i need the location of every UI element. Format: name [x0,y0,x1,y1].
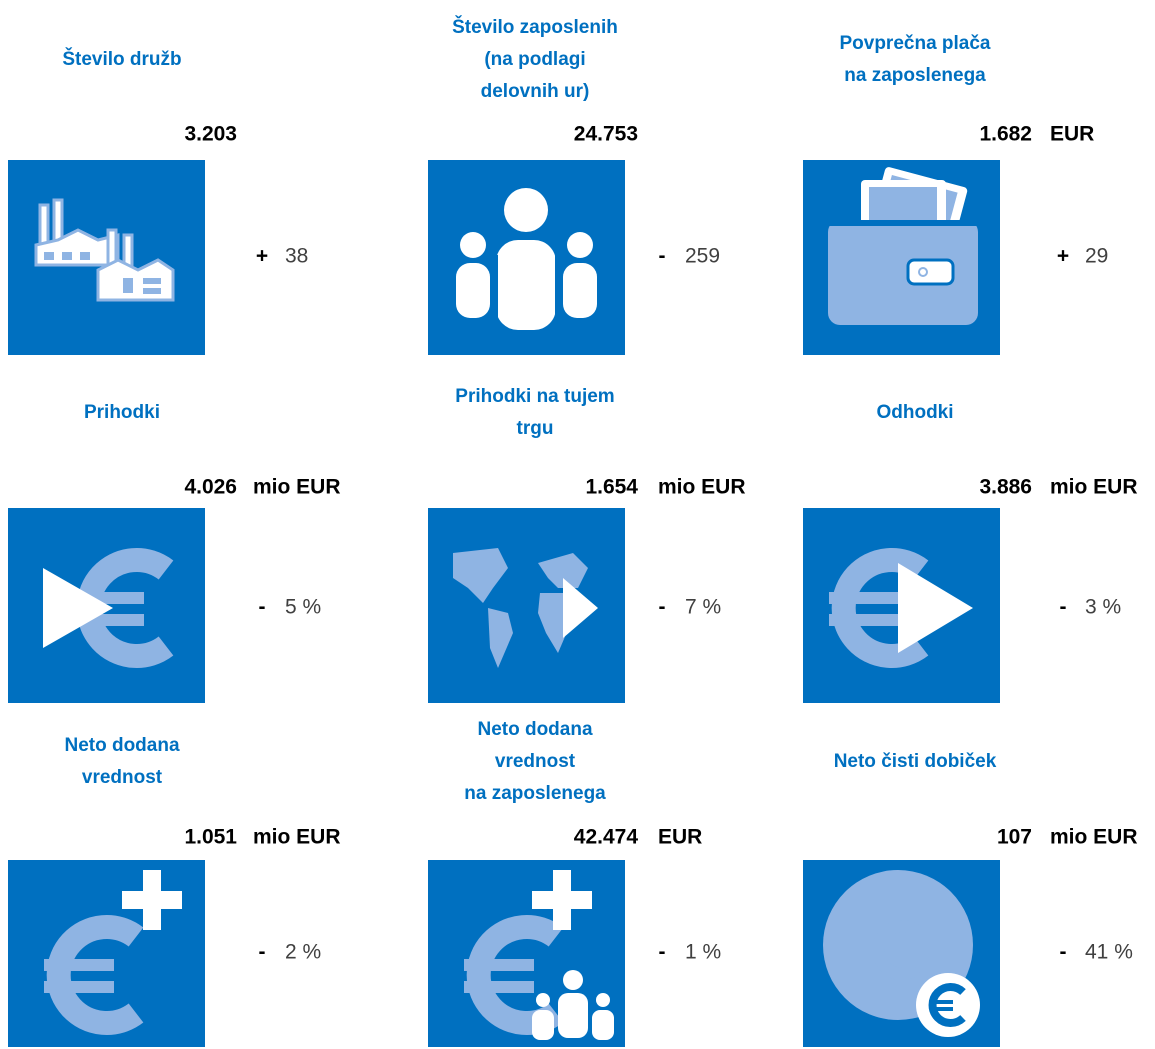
tile-value: 3.203 [184,123,237,146]
tile-change: 3 % [1085,596,1121,619]
tile-title: Prihodki na tujem [455,386,614,407]
tile-value: 4.026 [184,476,237,499]
tile-change: 38 [285,245,308,268]
tile-unit: mio EUR [658,476,746,499]
tile-change-sign: - [659,941,666,964]
icon-foreign-revenue [428,508,625,703]
icon-companies [8,160,205,355]
tile-change: 5 % [285,596,321,619]
tile-change-sign: - [259,596,266,619]
icon-expenses [803,508,1000,703]
tile-change-sign: - [1060,596,1067,619]
tile-title: Prihodki [84,402,160,423]
tile-value: 1.051 [184,826,237,849]
tile-title: Odhodki [876,402,953,423]
tile-value: 1.682 [979,123,1032,146]
tile-change: 2 % [285,941,321,964]
tile-change: 29 [1085,245,1108,268]
tile-title: vrednost [82,767,163,788]
icon-profit [803,860,1000,1047]
tile-change: 1 % [685,941,721,964]
icon-employees [428,160,625,355]
tile-unit: mio EUR [253,476,341,499]
tile-value: 1.654 [585,476,638,499]
tile-unit: mio EUR [253,826,341,849]
tile-title: vrednost [495,751,576,772]
icon-value-added [8,860,205,1047]
tile-value: 24.753 [574,123,638,146]
tile-title: Število zaposlenih [452,16,618,38]
icon-value-added-employee [428,860,625,1047]
tile-title: Povprečna plača [839,33,990,54]
tile-title: na zaposlenega [844,65,986,86]
icon-wage [803,160,1000,355]
tile-change-sign: + [256,245,268,268]
tile-change-sign: - [659,596,666,619]
tile-title: Neto čisti dobiček [834,751,997,772]
tile-unit: EUR [1050,123,1094,146]
tile-title: (na podlagi [484,49,585,70]
tile-value: 42.474 [574,826,639,849]
tile-unit: mio EUR [1050,826,1138,849]
tile-title: Neto dodana [477,719,592,740]
tile-change-sign: + [1057,245,1069,268]
tile-title: delovnih ur) [481,81,590,102]
tile-unit: mio EUR [1050,476,1138,499]
tile-change-sign: - [1060,941,1067,964]
tile-unit: EUR [658,826,702,849]
icon-revenue [8,508,205,703]
tile-value: 107 [997,826,1032,849]
tile-change-sign: - [659,245,666,268]
tile-title: Neto dodana [64,735,179,756]
tile-change: 41 % [1085,941,1133,964]
tile-change: 259 [685,245,720,268]
tile-title: trgu [517,418,554,439]
tile-title: Število družb [62,48,181,70]
tile-change: 7 % [685,596,721,619]
tile-change-sign: - [259,941,266,964]
tile-value: 3.886 [979,476,1032,499]
tile-title: na zaposlenega [464,783,606,804]
